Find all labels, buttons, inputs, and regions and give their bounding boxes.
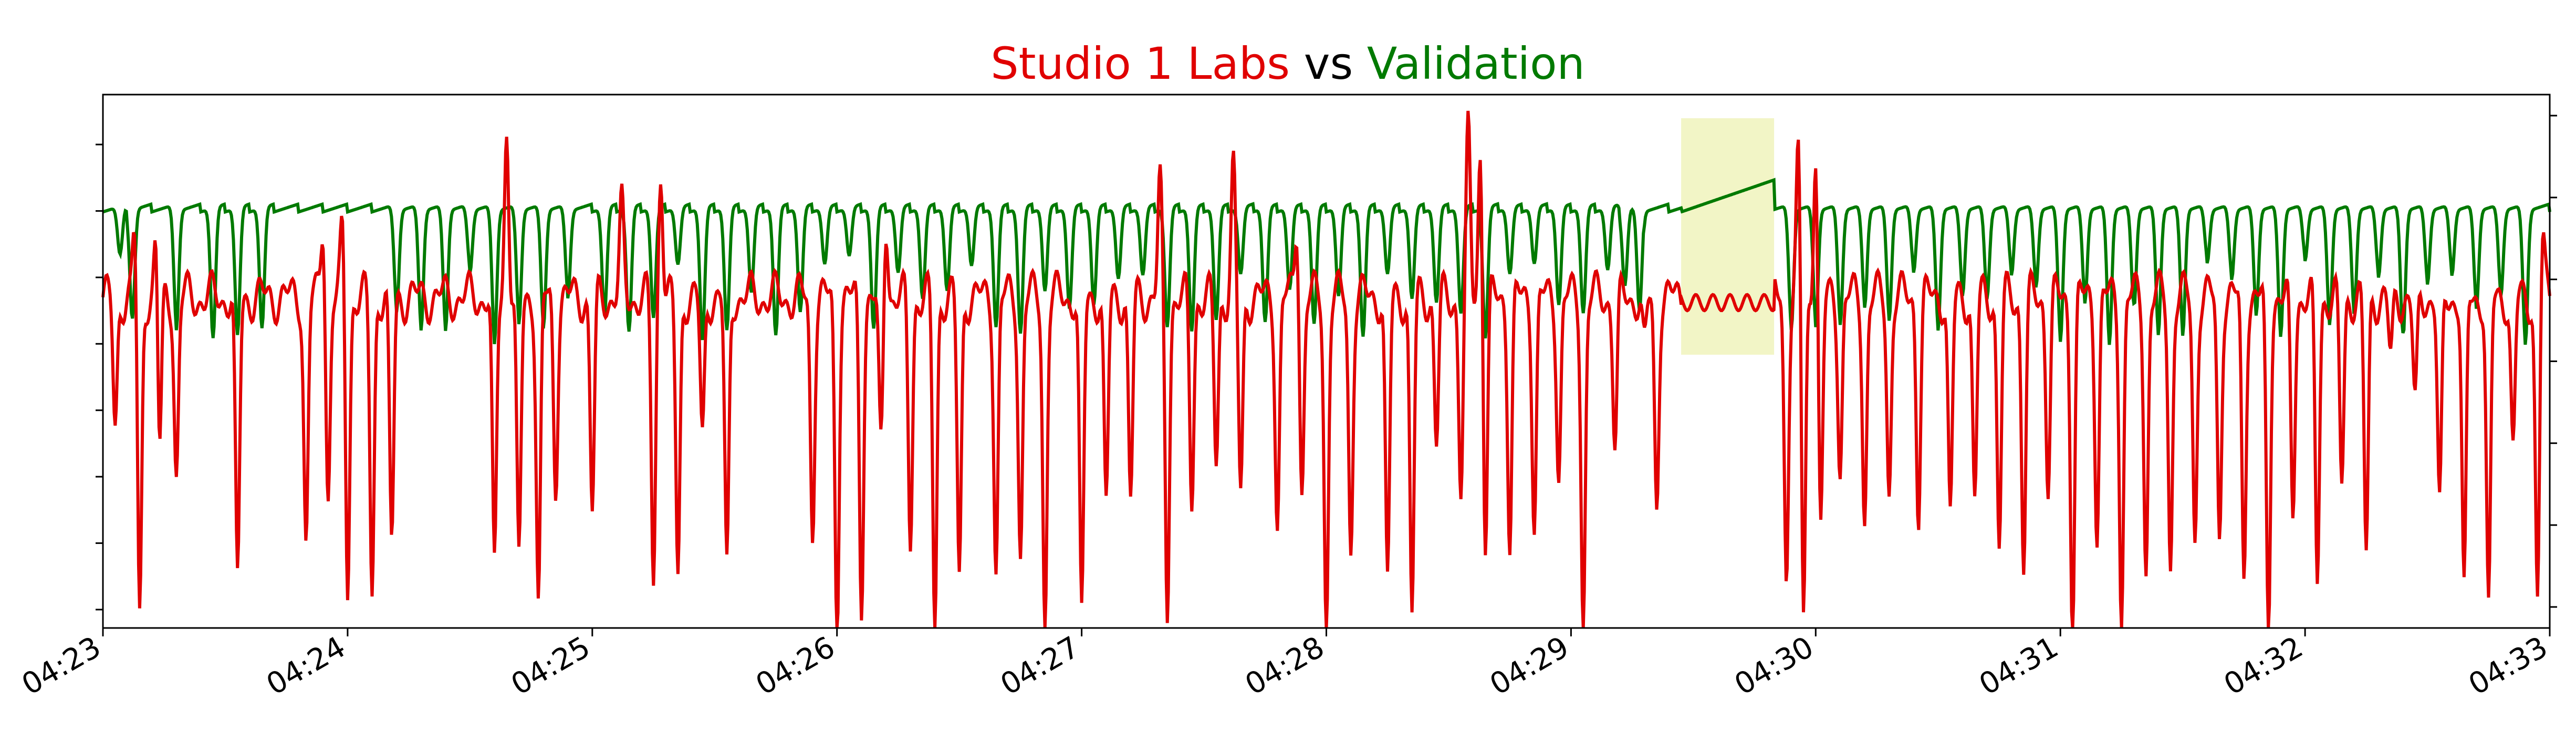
x-tick-label: 04:33 <box>2463 630 2553 702</box>
plot-area <box>101 94 2551 629</box>
plot-frame <box>102 94 2551 629</box>
left-axis-ticks <box>96 143 103 611</box>
highlight-region <box>1681 118 1775 355</box>
x-tick-label: 04:25 <box>506 630 596 702</box>
x-tick-label: 04:28 <box>1239 630 1330 702</box>
right-axis-ticks <box>2550 115 2557 608</box>
x-axis-ticks: 04:23 04:24 04:25 04:26 04:27 04:28 04:29 04:30… <box>16 628 2553 702</box>
x-tick-label: 04:23 <box>16 630 107 702</box>
chart-title: Studio 1 Labs vs Validation <box>990 38 1584 89</box>
title-studio-1-labs: Studio 1 Labs <box>990 38 1290 89</box>
x-tick-label: 04:27 <box>995 630 1085 702</box>
title-validation: Validation <box>1367 38 1585 89</box>
x-tick-label: 04:29 <box>1484 630 1574 702</box>
series-line-validation <box>102 178 2551 345</box>
x-tick-label: 04:24 <box>261 630 351 702</box>
series-line-studio-1-labs <box>101 110 2551 629</box>
x-tick-label: 04:30 <box>1729 630 1819 702</box>
x-tick-label: 04:26 <box>750 630 840 702</box>
x-tick-label: 04:32 <box>2218 630 2309 702</box>
x-tick-label: 04:31 <box>1974 630 2064 702</box>
title-vs: vs <box>1290 38 1367 89</box>
